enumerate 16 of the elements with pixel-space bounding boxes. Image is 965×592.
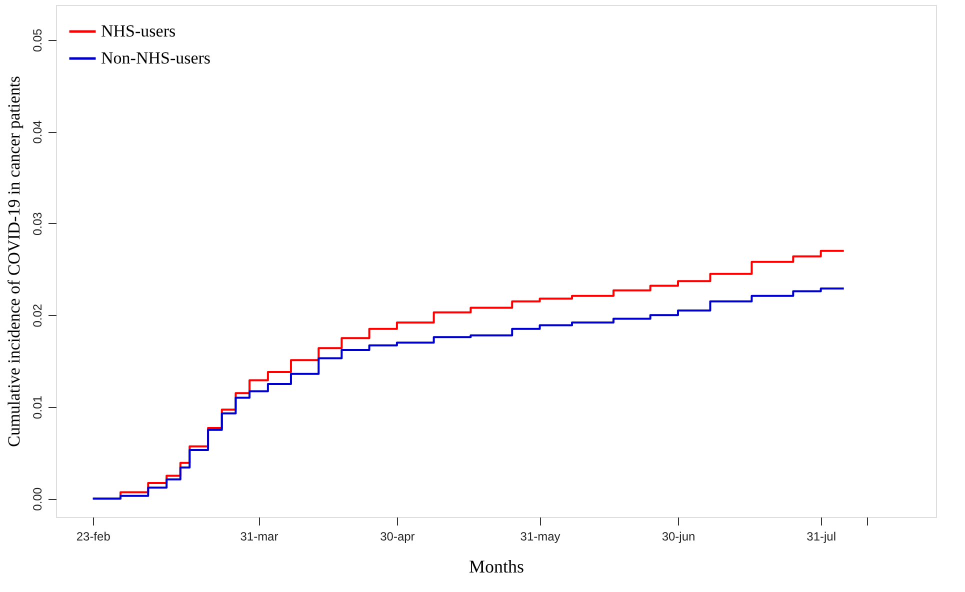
- x-tick-label: 31-jul: [806, 530, 836, 544]
- y-tick-label: 0.01: [30, 395, 44, 420]
- y-tick-label: 0.00: [30, 487, 44, 511]
- x-tick-label: 30-jun: [662, 530, 696, 544]
- x-tick-label: 31-mar: [240, 530, 278, 544]
- x-tick-label: 23-feb: [76, 530, 111, 544]
- y-axis-title: Cumulative incidence of COVID-19 in cancer patients: [4, 76, 24, 448]
- x-tick-label: 30-apr: [380, 530, 415, 544]
- x-tick-label: 31-may: [520, 530, 560, 544]
- y-tick-label: 0.04: [30, 120, 44, 144]
- y-tick-label: 0.03: [30, 212, 44, 236]
- x-axis-title: Months: [468, 556, 524, 576]
- y-tick-label: 0.05: [30, 28, 44, 52]
- legend-label: NHS-users: [101, 22, 176, 40]
- y-tick-label: 0.02: [30, 304, 44, 328]
- legend-label: Non-NHS-users: [101, 48, 211, 68]
